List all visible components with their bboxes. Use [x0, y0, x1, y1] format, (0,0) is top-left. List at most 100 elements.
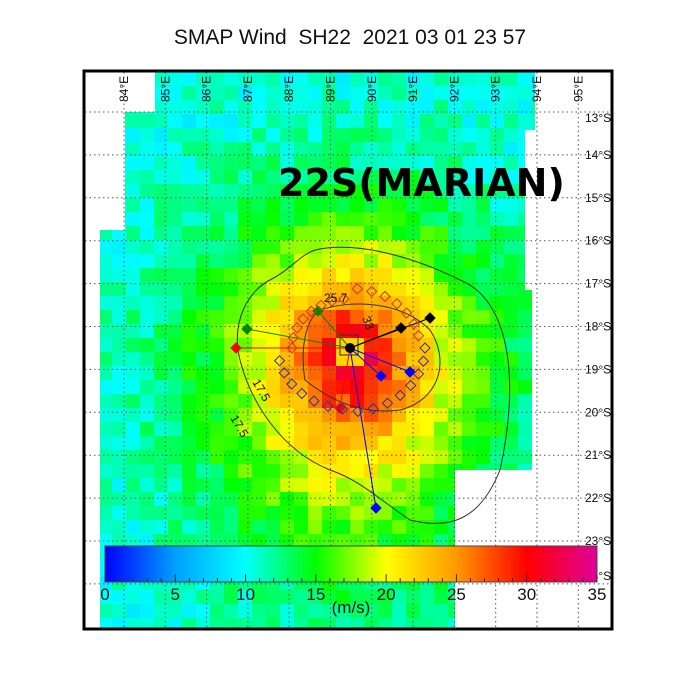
wind-cell	[140, 156, 155, 171]
wind-cell	[322, 170, 337, 185]
wind-cell	[420, 226, 435, 241]
wind-cell	[252, 296, 267, 311]
wind-cell	[294, 324, 309, 339]
wind-cell	[140, 436, 155, 451]
wind-cell	[322, 380, 337, 395]
wind-cell	[378, 534, 393, 549]
wind-cell	[210, 338, 225, 353]
wind-cell	[168, 492, 183, 507]
wind-cell	[224, 142, 239, 157]
wind-cell	[462, 212, 477, 227]
lat-label: 17°S	[585, 277, 611, 291]
wind-cell	[266, 618, 281, 628]
wind-cell	[350, 282, 365, 297]
wind-cell	[182, 156, 197, 171]
wind-radius-marker	[308, 395, 320, 407]
wind-cell	[294, 366, 309, 381]
wind-cell	[364, 310, 379, 325]
wind-cell	[308, 198, 323, 213]
colorbar: 0 5 10 15 20 25 30 35 (m/s)	[100, 545, 606, 617]
wind-cell	[490, 226, 505, 241]
wind-cell	[350, 212, 365, 227]
wind-cell	[364, 268, 379, 283]
wind-cell	[336, 590, 351, 605]
wind-cell	[126, 436, 141, 451]
wind-cell	[420, 72, 435, 87]
wind-cell	[350, 394, 365, 409]
wind-cell	[182, 310, 197, 325]
wind-cell	[126, 604, 141, 619]
wind-cell	[518, 492, 533, 507]
wind-cell	[336, 366, 351, 381]
wind-cell	[266, 254, 281, 269]
wind-cell	[182, 324, 197, 339]
wind-cell	[280, 408, 295, 423]
wind-cell	[462, 310, 477, 325]
wind-radius-marker	[305, 305, 317, 318]
wind-radius-marker	[336, 403, 349, 415]
wind-cell	[100, 506, 113, 521]
wind-cell	[224, 268, 239, 283]
wind-cell	[294, 408, 309, 423]
wind-cell	[210, 436, 225, 451]
colorbar-gradient	[104, 545, 598, 583]
wind-cell	[182, 618, 197, 628]
wind-cell	[280, 240, 295, 255]
wind-cell	[154, 72, 169, 87]
wind-cell	[336, 506, 351, 521]
wind-cell	[294, 436, 309, 451]
wind-cell	[336, 170, 351, 185]
wind-cell	[294, 478, 309, 493]
wind-cell	[210, 170, 225, 185]
wind-cell	[336, 86, 351, 101]
wind-cell	[420, 464, 435, 479]
wind-cell	[182, 408, 197, 423]
wind-cell	[154, 464, 169, 479]
wind-cell	[518, 604, 533, 619]
wind-cell	[322, 478, 337, 493]
wind-cell	[378, 450, 393, 465]
wind-cell	[350, 198, 365, 213]
wind-cell	[476, 170, 491, 185]
wind-cell	[196, 240, 211, 255]
wind-cell	[448, 310, 463, 325]
wind-radius-marker	[297, 313, 309, 325]
wind-cell	[434, 184, 449, 199]
wind-cell	[448, 184, 463, 199]
wind-cell	[210, 142, 225, 157]
wind-cell	[434, 86, 449, 101]
wind-cell	[406, 352, 421, 367]
wind-cell	[196, 72, 211, 87]
wind-cell	[364, 436, 379, 451]
wind-cell	[224, 184, 239, 199]
wind-cell	[168, 366, 183, 381]
lat-label: 14°S	[585, 148, 611, 162]
wind-cell	[434, 450, 449, 465]
wind-cell	[154, 366, 169, 381]
wind-cell	[392, 142, 407, 157]
wind-cell	[490, 380, 505, 395]
wind-cell	[420, 86, 435, 101]
wind-cell	[238, 240, 253, 255]
wind-radius-marker	[365, 285, 378, 298]
wind-cell	[280, 618, 295, 628]
wind-cell	[434, 408, 449, 423]
wind-cell	[378, 268, 393, 283]
wind-cell	[196, 408, 211, 423]
wind-cell	[490, 352, 505, 367]
wind-cell	[532, 100, 535, 115]
wind-cell	[140, 128, 155, 143]
storm-center-marker	[345, 343, 355, 353]
wind-cell	[168, 590, 183, 605]
wind-cell	[168, 72, 183, 87]
wind-cell	[252, 156, 267, 171]
wind-radius-marker	[419, 342, 431, 354]
wind-cell	[100, 142, 113, 157]
wind-cell	[294, 170, 309, 185]
wind-cell	[448, 72, 463, 87]
wind-cell	[126, 268, 141, 283]
wind-cell	[420, 408, 435, 423]
wind-cell	[448, 296, 463, 311]
lat-label: 21°S	[585, 448, 611, 462]
wind-cell	[224, 198, 239, 213]
